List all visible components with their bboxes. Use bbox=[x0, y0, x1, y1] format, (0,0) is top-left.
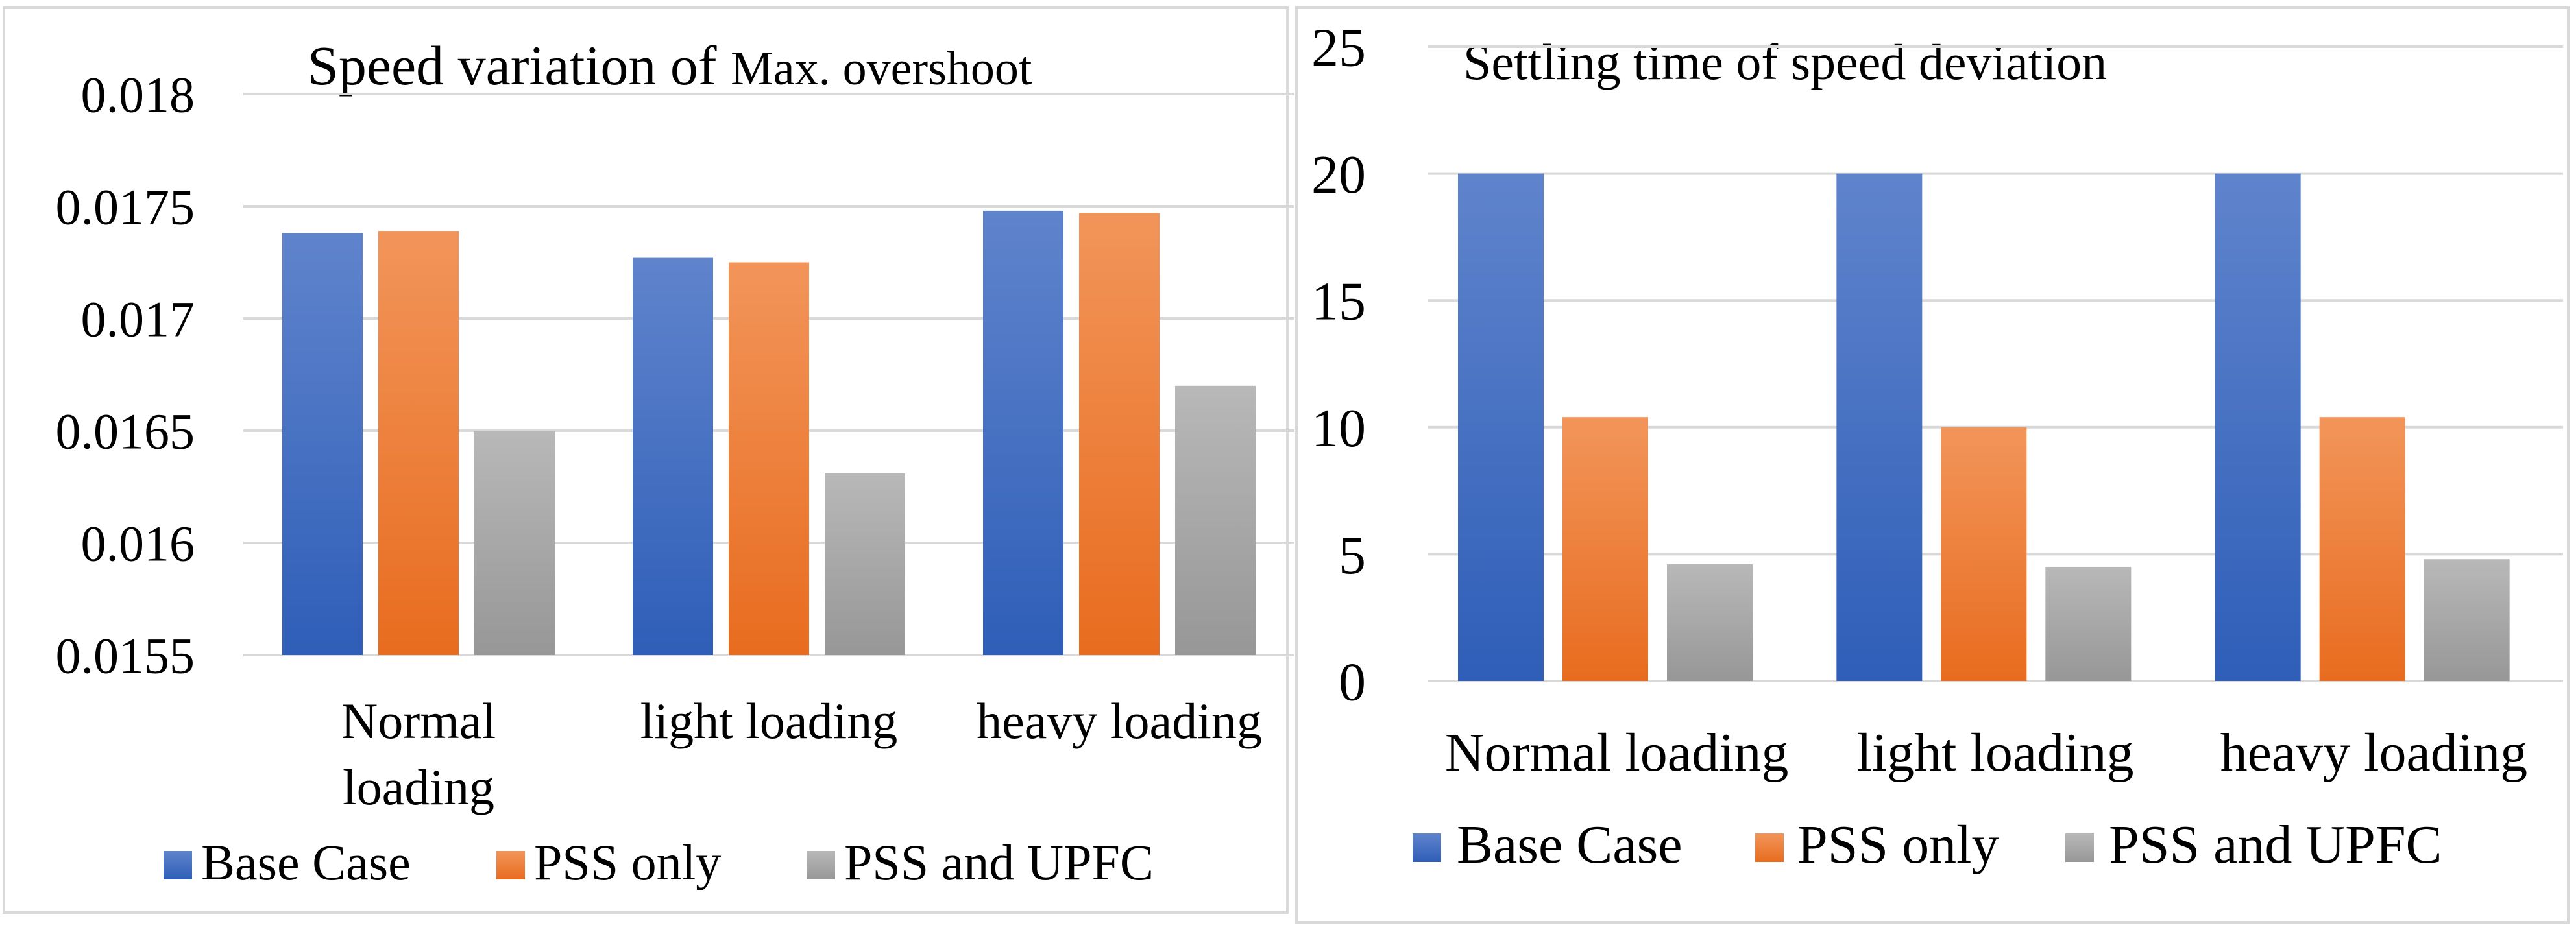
legend-swatch-pss-only bbox=[1755, 833, 1784, 862]
legend-label-base-case: Base Case bbox=[201, 834, 411, 890]
chart-left: Speed variation of Max. overshoot 0.0155… bbox=[3, 6, 1294, 914]
chart-right-bar-base-case bbox=[1458, 173, 1544, 682]
chart-right: Settling time of speed deviation 0 5 10 15 2… bbox=[1295, 6, 2570, 924]
legend-swatch-pss-and-upfc bbox=[807, 851, 835, 879]
chart-right-y-tick-label: 10 bbox=[1311, 398, 1366, 459]
chart-left-y-tick-label: 0.0155 bbox=[56, 627, 195, 684]
legend-label-pss-and-upfc: PSS and UPFC bbox=[2109, 815, 2442, 875]
chart-right-bar-pss-and-upfc bbox=[2045, 566, 2132, 681]
chart-right-legend: Base Case PSS only PSS and UPFC bbox=[1413, 815, 2442, 875]
chart-left-bar-pss-and-upfc bbox=[825, 473, 905, 655]
legend-swatch-pss-only bbox=[496, 851, 525, 879]
chart-left-bar-pss-only bbox=[1079, 213, 1160, 655]
chart-left-bar-base-case bbox=[282, 233, 363, 655]
chart-right-bar-pss-and-upfc bbox=[2424, 559, 2510, 681]
chart-left-bar-base-case bbox=[983, 210, 1063, 655]
chart-left-x-tick-label: light loading bbox=[640, 693, 897, 749]
chart-left-y-tick-label: 0.0165 bbox=[56, 403, 195, 459]
chart-left-y-axis: 0.0155 0.016 0.0165 0.017 0.0175 0.018 bbox=[56, 66, 195, 684]
chart-left-x-tick-label: heavy loading bbox=[977, 693, 1262, 749]
chart-left-title: Speed variation of Max. overshoot bbox=[308, 34, 1032, 97]
chart-right-x-tick-label: light loading bbox=[1857, 723, 2134, 783]
legend-swatch-base-case bbox=[164, 851, 192, 879]
chart-right-bar-pss-only bbox=[2319, 417, 2405, 681]
legend-swatch-pss-and-upfc bbox=[2065, 833, 2094, 862]
chart-left-title-tail: Max. overshoot bbox=[731, 42, 1032, 95]
chart-right-bar-base-case bbox=[2215, 173, 2301, 682]
chart-right-bar-base-case bbox=[1836, 173, 1923, 682]
chart-left-y-tick-label: 0.018 bbox=[81, 66, 195, 123]
chart-left-x-axis: Normal loading light loading heavy loading bbox=[341, 693, 1262, 815]
chart-right-bar-pss-only bbox=[1941, 427, 2027, 681]
chart-right-y-tick-label: 25 bbox=[1311, 18, 1366, 78]
chart-left-bars bbox=[282, 210, 1256, 656]
chart-left-y-tick-label: 0.017 bbox=[81, 291, 195, 347]
chart-right-x-tick-label: heavy loading bbox=[2220, 723, 2528, 783]
chart-right-y-tick-label: 0 bbox=[1339, 652, 1366, 712]
chart-right-y-axis: 0 5 10 15 20 25 bbox=[1311, 18, 1366, 712]
chart-left-x-tick-label: Normal bbox=[341, 693, 496, 749]
chart-right-bar-pss-and-upfc bbox=[1667, 564, 1753, 681]
chart-right-x-axis: Normal loading light loading heavy loading bbox=[1445, 723, 2527, 783]
chart-left-bar-pss-and-upfc bbox=[474, 431, 555, 655]
legend-label-base-case: Base Case bbox=[1457, 815, 1683, 875]
chart-left-legend: Base Case PSS only PSS and UPFC bbox=[164, 834, 1154, 890]
legend-swatch-base-case bbox=[1413, 833, 1441, 862]
chart-left-x-tick-label: loading bbox=[343, 759, 494, 815]
chart-left-y-tick-label: 0.016 bbox=[81, 515, 195, 571]
chart-left-bar-base-case bbox=[633, 257, 713, 656]
chart-right-y-tick-label: 15 bbox=[1311, 272, 1366, 332]
chart-right-y-tick-label: 20 bbox=[1311, 145, 1366, 205]
chart-right-bars bbox=[1458, 173, 2510, 682]
chart-right-title: Settling time of speed deviation bbox=[1463, 34, 2107, 90]
chart-left-bar-pss-and-upfc bbox=[1175, 385, 1256, 655]
chart-left-bar-pss-only bbox=[729, 262, 809, 655]
chart-right-bar-pss-only bbox=[1562, 417, 1648, 681]
chart-right-y-tick-label: 5 bbox=[1339, 525, 1366, 586]
legend-label-pss-only: PSS only bbox=[1797, 815, 1999, 875]
chart-left-bar-pss-only bbox=[378, 231, 459, 655]
chart-left-y-tick-label: 0.0175 bbox=[56, 178, 195, 235]
chart-right-x-tick-label: Normal loading bbox=[1445, 723, 1789, 783]
legend-label-pss-only: PSS only bbox=[534, 834, 721, 890]
chart-left-title-main: Speed variation of bbox=[308, 34, 731, 97]
legend-label-pss-and-upfc: PSS and UPFC bbox=[844, 834, 1154, 890]
